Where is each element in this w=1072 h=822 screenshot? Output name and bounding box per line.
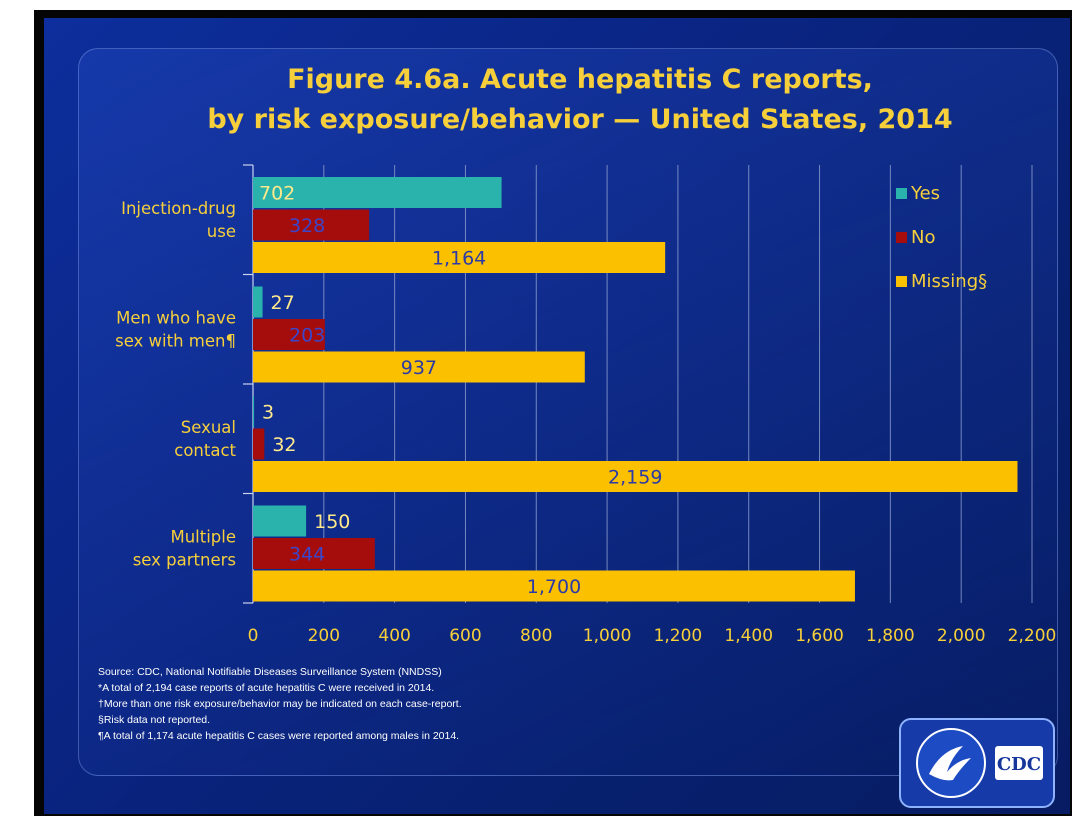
bar-no xyxy=(253,538,375,569)
footnote-multiple-exposures: †More than one risk exposure/behavior ma… xyxy=(98,698,462,710)
hhs-cdc-logo: CDC xyxy=(899,718,1055,808)
x-tick-label: 1,800 xyxy=(866,626,915,646)
content-panel xyxy=(78,48,1058,776)
legend-label: No xyxy=(911,227,935,248)
bar-data-label: 937 xyxy=(401,357,437,379)
bar-yes xyxy=(253,177,502,208)
bar-data-label: 150 xyxy=(314,511,350,533)
category-label-line2: use xyxy=(207,222,236,241)
category-label-line1: Sexual xyxy=(181,418,236,437)
bar-yes xyxy=(253,286,263,318)
x-tick-label: 0 xyxy=(248,626,259,646)
x-tick-label: 1,000 xyxy=(583,626,632,646)
legend-swatch xyxy=(896,232,907,243)
footnotes: Source: CDC, National Notifiable Disease… xyxy=(98,664,618,744)
bar-no xyxy=(253,319,325,350)
bar-missing xyxy=(253,351,585,383)
bar-yes xyxy=(253,396,255,427)
footnote-source: Source: CDC, National Notifiable Disease… xyxy=(98,666,442,678)
bar-data-label: 2,159 xyxy=(608,467,662,489)
legend-swatch xyxy=(896,188,907,199)
bar-no xyxy=(253,428,265,460)
chart-title: Figure 4.6a. Acute hepatitis C reports, … xyxy=(140,60,1020,140)
x-tick-label: 800 xyxy=(520,626,552,646)
x-tick-label: 2,000 xyxy=(937,626,986,646)
bar-data-label: 27 xyxy=(271,292,295,314)
bar-data-label: 3 xyxy=(262,402,274,424)
chart-title-line2: by risk exposure/behavior — United State… xyxy=(207,104,953,135)
cdc-logo-text: CDC xyxy=(997,754,1041,775)
bar-data-label: 328 xyxy=(289,215,325,237)
slide-background xyxy=(44,18,1070,814)
category-label-line1: Men who have xyxy=(116,308,236,327)
x-tick-label: 600 xyxy=(449,626,481,646)
category-label-line2: contact xyxy=(174,441,236,460)
x-tick-label: 200 xyxy=(308,626,340,646)
bar-data-label: 32 xyxy=(272,434,296,456)
bar-missing xyxy=(253,570,855,602)
x-tick-label: 1,600 xyxy=(795,626,844,646)
x-tick-label: 2,200 xyxy=(1008,626,1057,646)
bar-no xyxy=(253,209,370,241)
footnote-risk-not-reported: §Risk data not reported. xyxy=(98,714,211,726)
category-label-line1: Multiple xyxy=(170,527,236,546)
bar-missing xyxy=(253,461,1018,492)
footnote-males: ¶A total of 1,174 acute hepatitis C case… xyxy=(98,730,460,742)
bar-data-label: 344 xyxy=(289,544,325,566)
x-tick-label: 1,400 xyxy=(724,626,773,646)
legend-label: Missing§ xyxy=(911,271,987,292)
legend-swatch xyxy=(896,276,907,287)
legend-label: Yes xyxy=(910,183,940,204)
chart-title-line1: Figure 4.6a. Acute hepatitis C reports, xyxy=(287,64,873,95)
x-tick-label: 1,200 xyxy=(654,626,703,646)
footnote-total-reports: *A total of 2,194 case reports of acute … xyxy=(98,682,435,694)
x-tick-label: 400 xyxy=(378,626,410,646)
category-label-line2: sex partners xyxy=(133,550,236,569)
category-label-line2: sex with men¶ xyxy=(115,331,236,350)
bar-missing xyxy=(253,242,666,273)
bar-data-label: 1,700 xyxy=(527,576,581,598)
bar-data-label: 1,164 xyxy=(432,248,486,270)
category-label-line1: Injection-drug xyxy=(121,199,236,218)
bar-data-label: 203 xyxy=(289,325,325,347)
bar-data-label: 702 xyxy=(259,183,295,205)
bar-yes xyxy=(253,505,307,537)
